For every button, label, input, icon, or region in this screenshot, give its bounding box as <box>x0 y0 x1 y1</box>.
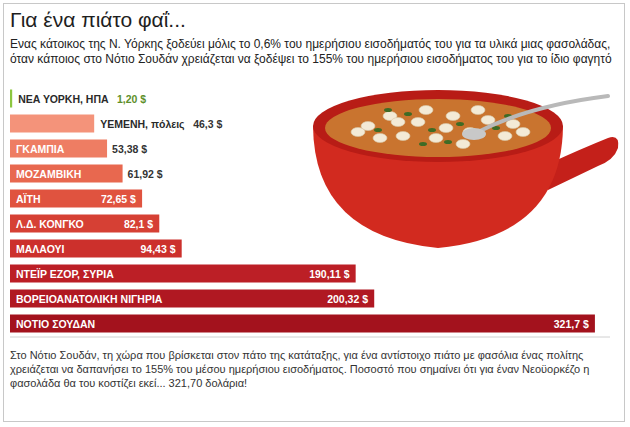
data-label: 200,32 $ <box>327 293 368 305</box>
data-label: 61,92 $ <box>128 168 163 180</box>
bar <box>10 165 123 183</box>
bean <box>373 134 387 143</box>
data-label: 1,20 $ <box>117 93 146 105</box>
data-label: 53,38 $ <box>112 143 147 155</box>
bean <box>391 118 405 127</box>
axis-line <box>10 337 610 338</box>
category-label: ΓΚΑΜΠΙΑ <box>16 143 65 155</box>
herb <box>428 128 436 132</box>
data-label: 321,7 $ <box>554 318 589 330</box>
spoon-head <box>462 128 486 140</box>
subtitle: Ενας κάτοικος της Ν. Υόρκης ξοδεύει μόλι… <box>10 37 616 67</box>
spoon <box>478 96 608 132</box>
herb <box>374 128 382 132</box>
category-label: ΥΕΜΕΝΗ, πόλεις <box>100 118 185 131</box>
data-label: 46,3 $ <box>193 118 222 130</box>
bar <box>10 290 374 308</box>
data-label: 190,11 $ <box>309 268 349 280</box>
bean <box>498 132 512 141</box>
data-label: 82,1 $ <box>124 218 153 230</box>
herb <box>404 112 412 116</box>
bean <box>351 128 365 137</box>
bean <box>516 128 530 137</box>
category-label: ΜΟΖΑΜΒΙΚΗ <box>16 168 81 180</box>
category-label: ΑΪΤΗ <box>16 193 41 205</box>
bar <box>10 90 12 108</box>
bean <box>439 124 453 133</box>
herb <box>444 140 452 144</box>
bean <box>429 134 443 143</box>
soup <box>325 99 551 157</box>
footnote: Στο Νότιο Σουδάν, τη χώρα που βρίσκεται … <box>10 348 616 390</box>
bean <box>419 106 433 115</box>
bar <box>10 315 595 333</box>
bean <box>446 112 460 121</box>
bowl-illustration <box>313 90 618 248</box>
data-label: 94,43 $ <box>140 243 175 255</box>
bar <box>10 190 142 208</box>
category-label: ΝΕΑ ΥΟΡΚΗ, ΗΠΑ <box>18 93 109 105</box>
herb <box>419 142 427 146</box>
bean <box>396 132 410 141</box>
category-label: ΝΤΕΪΡ ΕΖΟΡ, ΣΥΡΙΑ <box>16 268 114 280</box>
herb <box>456 122 464 126</box>
data-label: 72,65 $ <box>101 193 136 205</box>
bar <box>10 140 107 158</box>
bean <box>456 140 470 149</box>
bars <box>10 90 595 333</box>
bar <box>10 115 94 133</box>
category-label: ΒΟΡΕΙΟΑΝΑΤΟΛΙΚΗ ΝΙΓΗΡΙΑ <box>16 293 163 305</box>
bar <box>10 240 182 258</box>
category-label: ΝΟΤΙΟ ΣΟΥΔΑΝ <box>16 318 95 330</box>
category-label: Λ.Δ. ΚΟΝΓΚΟ <box>16 218 84 230</box>
category-label: ΜΑΛΑΟΥΙ <box>16 243 65 255</box>
bar <box>10 215 159 233</box>
bean <box>411 118 425 127</box>
bowl-rim <box>313 90 563 162</box>
bean <box>471 106 485 115</box>
title: Για ένα πιάτο φαΐ... <box>10 8 186 32</box>
chart: ΝΕΑ ΥΟΡΚΗ, ΗΠΑ 1,20 $ ΥΕΜΕΝΗ, πόλεις 46,3 $… <box>8 86 622 342</box>
herb <box>384 108 392 112</box>
data-labels: ΝΕΑ ΥΟΡΚΗ, ΗΠΑ 1,20 $ ΥΕΜΕΝΗ, πόλεις 46,3 $… <box>16 93 589 330</box>
bar <box>10 265 356 283</box>
